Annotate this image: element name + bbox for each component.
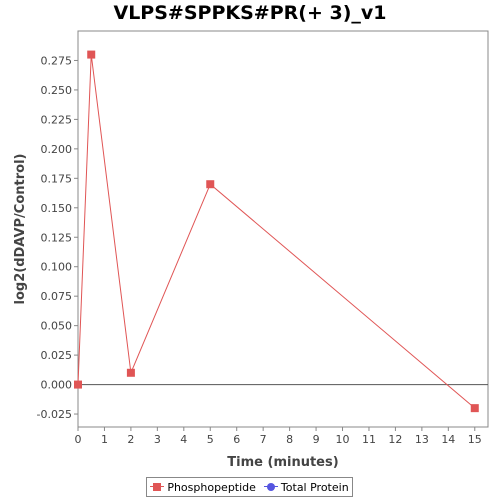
- data-point: [87, 50, 96, 59]
- chart-title: VLPS#SPPKS#PR(+ 3)_v1: [113, 2, 387, 24]
- legend-label-total-protein: Total Protein: [280, 480, 349, 494]
- y-tick-label: 0.050: [41, 320, 73, 333]
- y-tick-label: 0.175: [41, 172, 73, 185]
- x-tick-label: 7: [260, 433, 267, 446]
- y-tick-label: -0.025: [37, 408, 72, 421]
- data-point: [206, 180, 215, 189]
- y-tick-label: 0.000: [41, 379, 73, 392]
- square-marker-icon: [150, 482, 165, 492]
- x-tick-label: 13: [415, 433, 429, 446]
- circle-marker-icon: [263, 482, 278, 492]
- y-tick-label: 0.025: [41, 349, 73, 362]
- x-tick-label: 2: [127, 433, 134, 446]
- x-tick-label: 10: [336, 433, 350, 446]
- x-tick-label: 15: [468, 433, 482, 446]
- x-tick-label: 9: [313, 433, 320, 446]
- x-tick-label: 0: [75, 433, 82, 446]
- y-axis-title: log2(dDAVP/Control): [13, 154, 28, 305]
- x-tick-label: 14: [441, 433, 455, 446]
- data-point: [74, 380, 82, 389]
- legend-item-phosphopeptide: Phosphopeptide: [150, 481, 256, 494]
- series-layer: [74, 50, 479, 413]
- data-point: [126, 368, 135, 377]
- legend: Phosphopeptide Total Protein: [146, 477, 353, 497]
- legend-label-phosphopeptide: Phosphopeptide: [167, 480, 256, 494]
- x-tick-label: 11: [362, 433, 376, 446]
- y-axis: -0.025 0.000 0.025 0.050 0.075 0.100 0.125 0.15…: [37, 54, 78, 421]
- x-tick-label: 8: [286, 433, 293, 446]
- data-point: [470, 404, 479, 413]
- x-tick-label: 4: [180, 433, 187, 446]
- x-tick-label: 12: [388, 433, 402, 446]
- y-tick-label: 0.075: [41, 290, 73, 303]
- x-axis-title: Time (minutes): [227, 455, 338, 470]
- x-tick-label: 1: [101, 433, 108, 446]
- legend-item-total-protein: Total Protein: [263, 480, 349, 494]
- x-axis: 0 1 2 3 4 5 6 7 8 9 10 11 12 13 14 15: [75, 427, 482, 446]
- y-tick-label: 0.100: [41, 261, 73, 274]
- x-tick-label: 5: [207, 433, 214, 446]
- y-tick-label: 0.125: [41, 231, 73, 244]
- x-tick-label: 6: [233, 433, 240, 446]
- y-tick-label: 0.250: [41, 84, 73, 97]
- x-tick-label: 3: [154, 433, 161, 446]
- y-tick-label: 0.200: [41, 143, 73, 156]
- y-tick-label: 0.275: [41, 54, 73, 67]
- y-tick-label: 0.150: [41, 202, 73, 215]
- y-tick-label: 0.225: [41, 113, 73, 126]
